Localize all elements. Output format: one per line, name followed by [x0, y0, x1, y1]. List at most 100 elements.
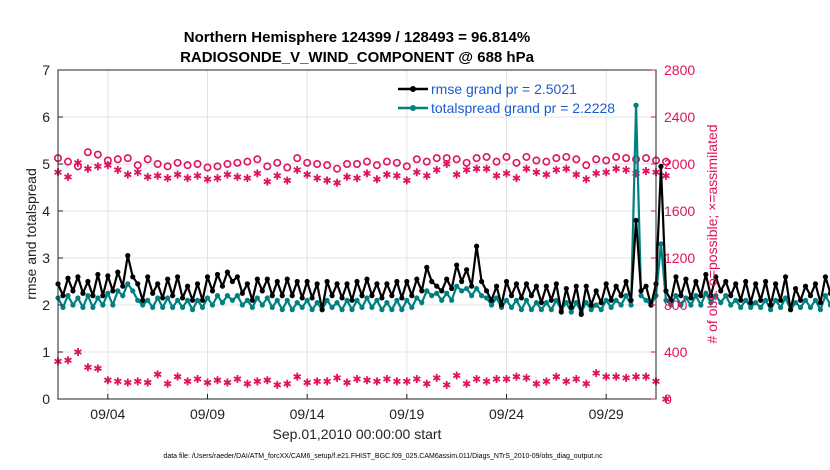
obs-possible-point	[263, 162, 272, 171]
series-point-totalspread	[673, 293, 679, 299]
obs-assimilated-point	[422, 171, 431, 180]
obs-assimilated-point	[392, 377, 401, 386]
x-tick-label: 09/24	[489, 406, 524, 422]
obs-assimilated-point	[363, 376, 371, 385]
obs-possible-point	[592, 155, 601, 164]
series-point-rmse	[508, 293, 515, 299]
series-point-totalspread	[424, 288, 430, 294]
legend: rmse grand pr = 2.5021 totalspread grand…	[398, 81, 615, 116]
series-point-totalspread	[782, 295, 789, 301]
series-point-totalspread	[469, 293, 475, 299]
obs-assimilated-point	[502, 375, 511, 384]
series-point-rmse	[753, 281, 759, 287]
obs-possible-point	[661, 157, 670, 166]
obs-assimilated-point	[173, 170, 182, 179]
obs-assimilated-point	[522, 373, 531, 382]
obs-possible-point	[273, 158, 282, 167]
obs-assimilated-point	[392, 171, 401, 180]
series-point-totalspread	[483, 295, 490, 301]
obs-assimilated-point	[143, 378, 152, 387]
series-point-totalspread	[105, 290, 111, 296]
series-point-totalspread	[135, 297, 141, 303]
series-point-totalspread	[409, 304, 415, 310]
series-point-rmse	[792, 285, 799, 292]
obs-assimilated-point	[632, 372, 640, 381]
series-point-rmse	[483, 288, 490, 294]
obs-assimilated-point	[253, 169, 262, 178]
series-point-totalspread	[773, 297, 779, 303]
series-point-rmse	[822, 274, 829, 280]
series-point-totalspread	[523, 297, 530, 303]
obs-assimilated-point	[642, 167, 650, 176]
series-point-rmse	[155, 281, 161, 287]
obs-assimilated-point	[642, 372, 650, 381]
obs-possible-point	[163, 162, 172, 171]
series-point-rmse	[234, 274, 240, 280]
series-point-rmse	[763, 278, 769, 285]
obs-assimilated-point	[64, 356, 72, 365]
series-point-totalspread	[608, 304, 614, 310]
right-tick-label: 2800	[664, 62, 695, 78]
series-point-totalspread	[90, 304, 96, 310]
obs-assimilated-point	[223, 170, 232, 179]
series-point-rmse	[354, 278, 360, 285]
series-point-totalspread	[449, 297, 455, 303]
series-point-totalspread	[160, 304, 166, 310]
series-point-totalspread	[827, 302, 830, 308]
series-point-rmse	[623, 278, 629, 285]
obs-possible-point	[632, 155, 641, 164]
series-point-totalspread	[264, 295, 270, 301]
series-point-rmse	[150, 290, 156, 296]
series-point-totalspread	[553, 297, 559, 303]
series-point-totalspread	[474, 285, 480, 292]
obs-assimilated-point	[103, 376, 112, 385]
series-point-totalspread	[204, 295, 211, 301]
series-point-rmse	[493, 283, 500, 289]
series-point-rmse	[324, 278, 330, 285]
series-point-totalspread	[399, 307, 405, 313]
obs-assimilated-point	[452, 170, 461, 179]
chart-title: Northern Hemisphere 124399 / 128493 = 96…	[184, 29, 530, 46]
x-tick-label: 09/19	[389, 406, 424, 422]
series-point-rmse	[733, 281, 739, 287]
obs-possible-point	[123, 154, 132, 163]
series-point-rmse	[598, 300, 604, 306]
obs-possible-point	[412, 155, 421, 164]
obs-assimilated-point	[602, 168, 611, 177]
series-point-rmse	[454, 262, 460, 268]
obs-possible-point	[223, 160, 232, 169]
left-tick-label: 5	[42, 156, 50, 172]
series-point-totalspread	[249, 304, 255, 310]
obs-possible-point	[93, 150, 102, 159]
obs-assimilated-point	[133, 377, 142, 386]
series-point-rmse	[698, 293, 704, 299]
series-point-rmse	[249, 297, 255, 303]
obs-assimilated-point	[572, 375, 581, 384]
series-point-rmse	[414, 276, 420, 282]
series-point-rmse	[75, 274, 81, 280]
series-point-totalspread	[678, 302, 684, 308]
x-tick-label: 09/14	[290, 406, 325, 422]
series-point-rmse	[523, 281, 530, 287]
series-point-totalspread	[349, 307, 355, 313]
series-point-totalspread	[807, 304, 814, 310]
series-point-rmse	[115, 269, 121, 275]
series-point-totalspread	[603, 297, 609, 303]
series-point-rmse	[608, 297, 614, 303]
obs-assimilated-point	[462, 379, 471, 388]
series-point-totalspread	[175, 297, 181, 303]
obs-possible-point	[213, 162, 222, 171]
legend-spread-label: totalspread grand pr = 2.2228	[431, 100, 615, 116]
obs-assimilated-point	[243, 174, 252, 183]
series-point-totalspread	[454, 283, 460, 289]
obs-assimilated-point	[193, 171, 202, 180]
series-point-rmse	[369, 293, 375, 299]
obs-assimilated-point	[213, 174, 222, 183]
series-point-rmse	[593, 288, 599, 294]
series-point-totalspread	[374, 297, 380, 303]
series-point-totalspread	[777, 304, 784, 310]
series-point-rmse	[538, 300, 544, 306]
series-point-rmse	[429, 278, 435, 285]
series-point-rmse	[827, 290, 830, 296]
series-point-rmse	[229, 278, 236, 285]
